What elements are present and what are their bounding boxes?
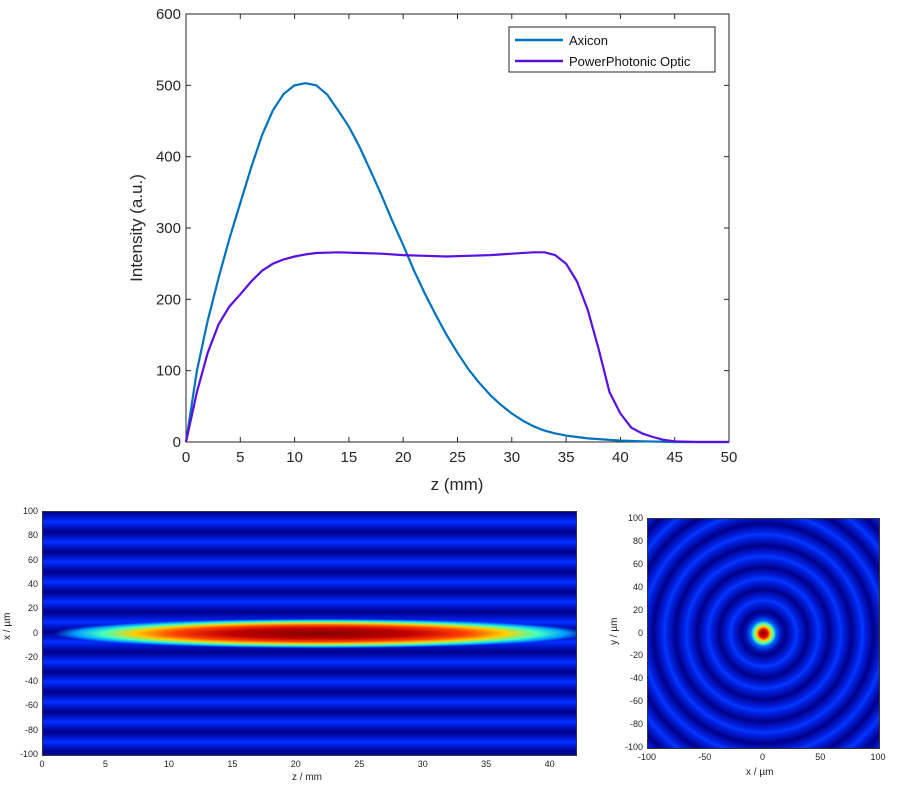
heatmap2-y-tick: 60 [632,558,643,569]
heatmap1-x-tick: 25 [354,759,365,769]
x-tick-label: 5 [236,449,244,466]
x-axis-label: z (mm) [431,475,484,494]
heatmap1-x-tick: 35 [481,759,492,769]
x-tick-label: 15 [341,449,358,466]
y-tick-label: 100 [156,363,181,380]
heatmap1-x-tick: 0 [39,759,45,769]
longitudinal-intensity-heatmap [42,511,577,756]
heatmap2-x-tick: 50 [815,752,826,762]
heatmap2-y-tick: 80 [632,535,643,546]
x-tick-label: 45 [666,449,683,466]
heatmap1-x-tick: 10 [163,759,174,769]
y-tick-label: 0 [173,434,181,451]
heatmap1-y-tick: -20 [24,651,38,662]
x-tick-label: 35 [558,449,575,466]
heatmap2-y-tick: -80 [629,719,643,730]
x-tick-label: 10 [286,449,303,466]
y-tick-label: 300 [156,220,181,237]
legend-axicon: Axicon [569,33,608,48]
x-tick-label: 0 [182,449,190,466]
plot-area [185,13,730,443]
heatmap2-x-tick: -100 [637,752,657,762]
heatmap1-y-tick: -40 [24,676,38,687]
heatmap2-y-tick: -100 [624,742,643,752]
heatmap2-y-tick: 40 [632,581,643,592]
legend: Axicon PowerPhotonic Optic [508,26,716,73]
transverse-intensity-heatmap [647,518,880,749]
heatmap1-y-tick: -100 [19,749,38,759]
x-tick-label: 30 [503,449,520,466]
heatmap1-y-tick: 0 [32,627,38,638]
heatmap1-y-label: x / µm [2,612,13,640]
heatmap1-x-label: z / mm [292,772,322,783]
heatmap2-x-tick: 100 [870,752,886,762]
heatmap1-x-tick: 15 [227,759,238,769]
heatmap2-y-tick: -60 [629,696,643,707]
heatmap1-y-tick: 80 [27,530,38,541]
x-tick-label: 50 [721,449,738,466]
heatmap2-y-tick: -40 [629,673,643,684]
heatmap2-y-tick: 100 [627,513,643,523]
heatmap1-x-tick: 20 [290,759,301,769]
heatmap1-y-tick: 60 [27,554,38,565]
heatmap1-x-tick: 40 [544,759,555,769]
heatmap2-x-tick: 0 [759,752,766,762]
heatmap2-y-tick: 20 [632,604,643,615]
series-line-1 [184,251,729,444]
heatmap1-y-tick: 100 [22,506,38,516]
heatmap2-y-label: y / µm [609,617,620,645]
heatmap2-y-tick: -20 [629,650,643,661]
heatmap1-y-tick: -80 [24,724,38,735]
heatmap2-y-tick: 0 [637,627,643,638]
y-tick-label: 400 [156,149,181,166]
x-tick-label: 20 [395,449,412,466]
y-tick-label: 600 [156,6,181,23]
y-tick-label: 200 [156,291,181,308]
legend-photonic: PowerPhotonic Optic [569,54,691,69]
heatmap1-x-tick: 30 [417,759,428,769]
series-line-0 [184,82,729,444]
heatmap1-y-tick: 20 [27,603,38,614]
y-axis-label: Intensity (a.u.) [127,174,146,282]
heatmap2-x-label: x / µm [746,767,774,778]
heatmap1-x-tick: 5 [102,759,108,769]
x-tick-label: 25 [449,449,466,466]
heatmap2-x-tick: -50 [698,752,712,762]
heatmap1-y-tick: 40 [27,578,38,589]
y-tick-label: 500 [156,77,181,94]
x-tick-label: 40 [612,449,629,466]
heatmap1-y-tick: -60 [24,700,38,711]
intensity-line-chart: 0 5 10 15 20 25 30 35 40 45 500100200300400500600 … [127,6,738,494]
